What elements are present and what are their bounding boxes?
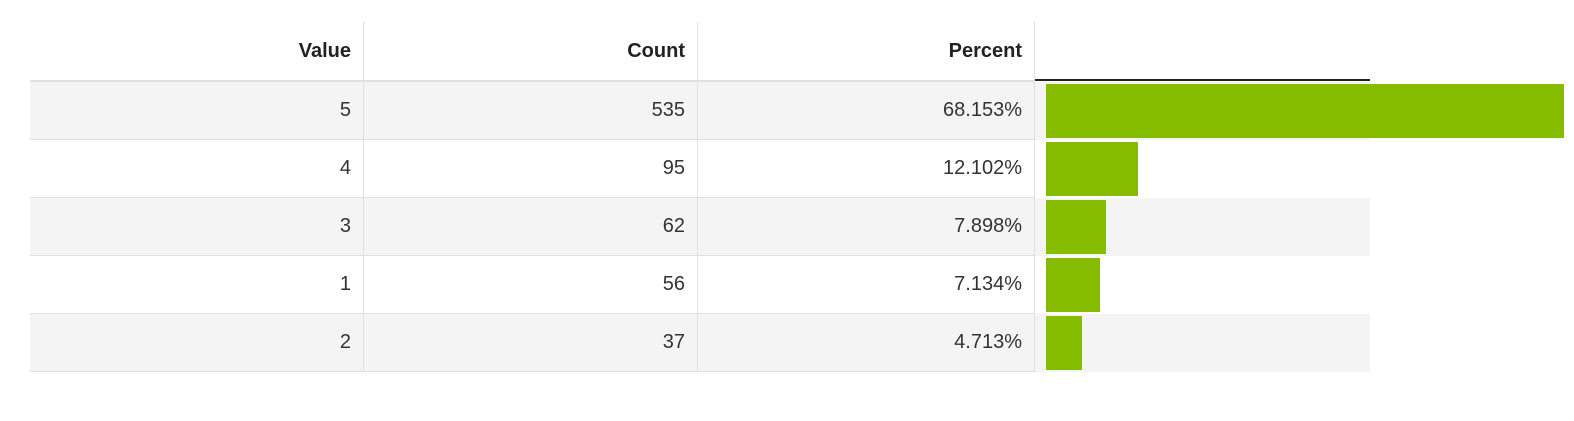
percent-bar	[1046, 84, 1564, 138]
percent-bar	[1046, 316, 1082, 370]
table-cell: 535	[364, 82, 698, 140]
percent-bar	[1046, 258, 1101, 312]
table-cell: 2	[30, 314, 364, 372]
table-cell: 68.153%	[698, 82, 1035, 140]
table-cell: 95	[364, 140, 698, 198]
table-cell: 1	[30, 256, 364, 314]
table-cell: 12.102%	[698, 140, 1035, 198]
column-header: Percent	[698, 22, 1035, 82]
column-header: Count	[364, 22, 698, 82]
table-cell: 4	[30, 140, 364, 198]
header-rule	[1035, 79, 1370, 81]
table-cell: 56	[364, 256, 698, 314]
table-cell: 3	[30, 198, 364, 256]
table-cell: 7.898%	[698, 198, 1035, 256]
row-shade	[30, 314, 1370, 372]
percent-bar	[1046, 200, 1107, 254]
table-cell: 37	[364, 314, 698, 372]
percent-bar	[1046, 142, 1138, 196]
row-shade	[30, 198, 1370, 256]
table-cell: 7.134%	[698, 256, 1035, 314]
table-cell: 5	[30, 82, 364, 140]
column-header: Value	[30, 22, 364, 82]
table-cell: 4.713%	[698, 314, 1035, 372]
table-cell: 62	[364, 198, 698, 256]
